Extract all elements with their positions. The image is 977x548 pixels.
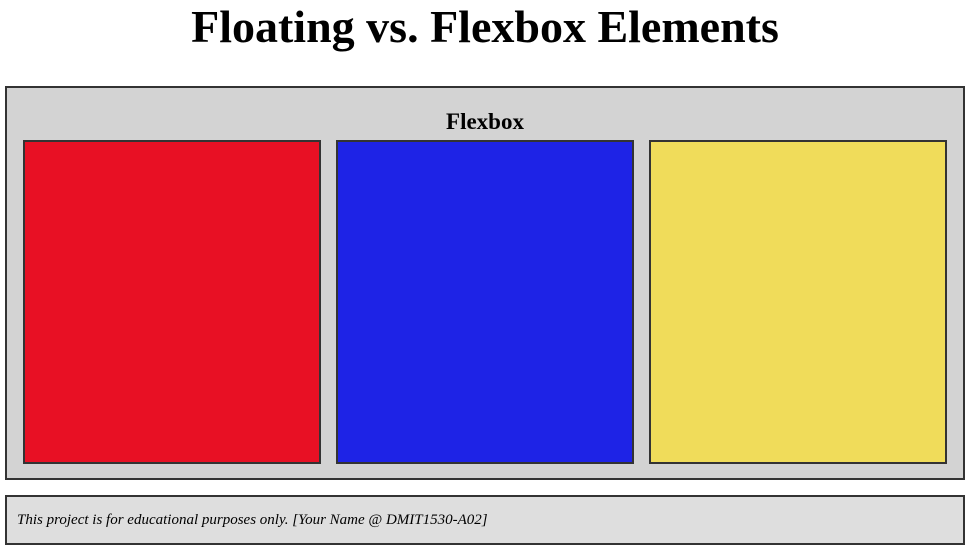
- yellow-box: [649, 140, 947, 464]
- footer: This project is for educational purposes…: [5, 495, 965, 545]
- red-box: [23, 140, 321, 464]
- flexbox-section: Flexbox: [5, 86, 965, 480]
- page-title: Floating vs. Flexbox Elements: [191, 1, 779, 52]
- section-heading: Flexbox: [446, 109, 524, 134]
- footer-text: This project is for educational purposes…: [17, 512, 488, 528]
- blue-box: [336, 140, 634, 464]
